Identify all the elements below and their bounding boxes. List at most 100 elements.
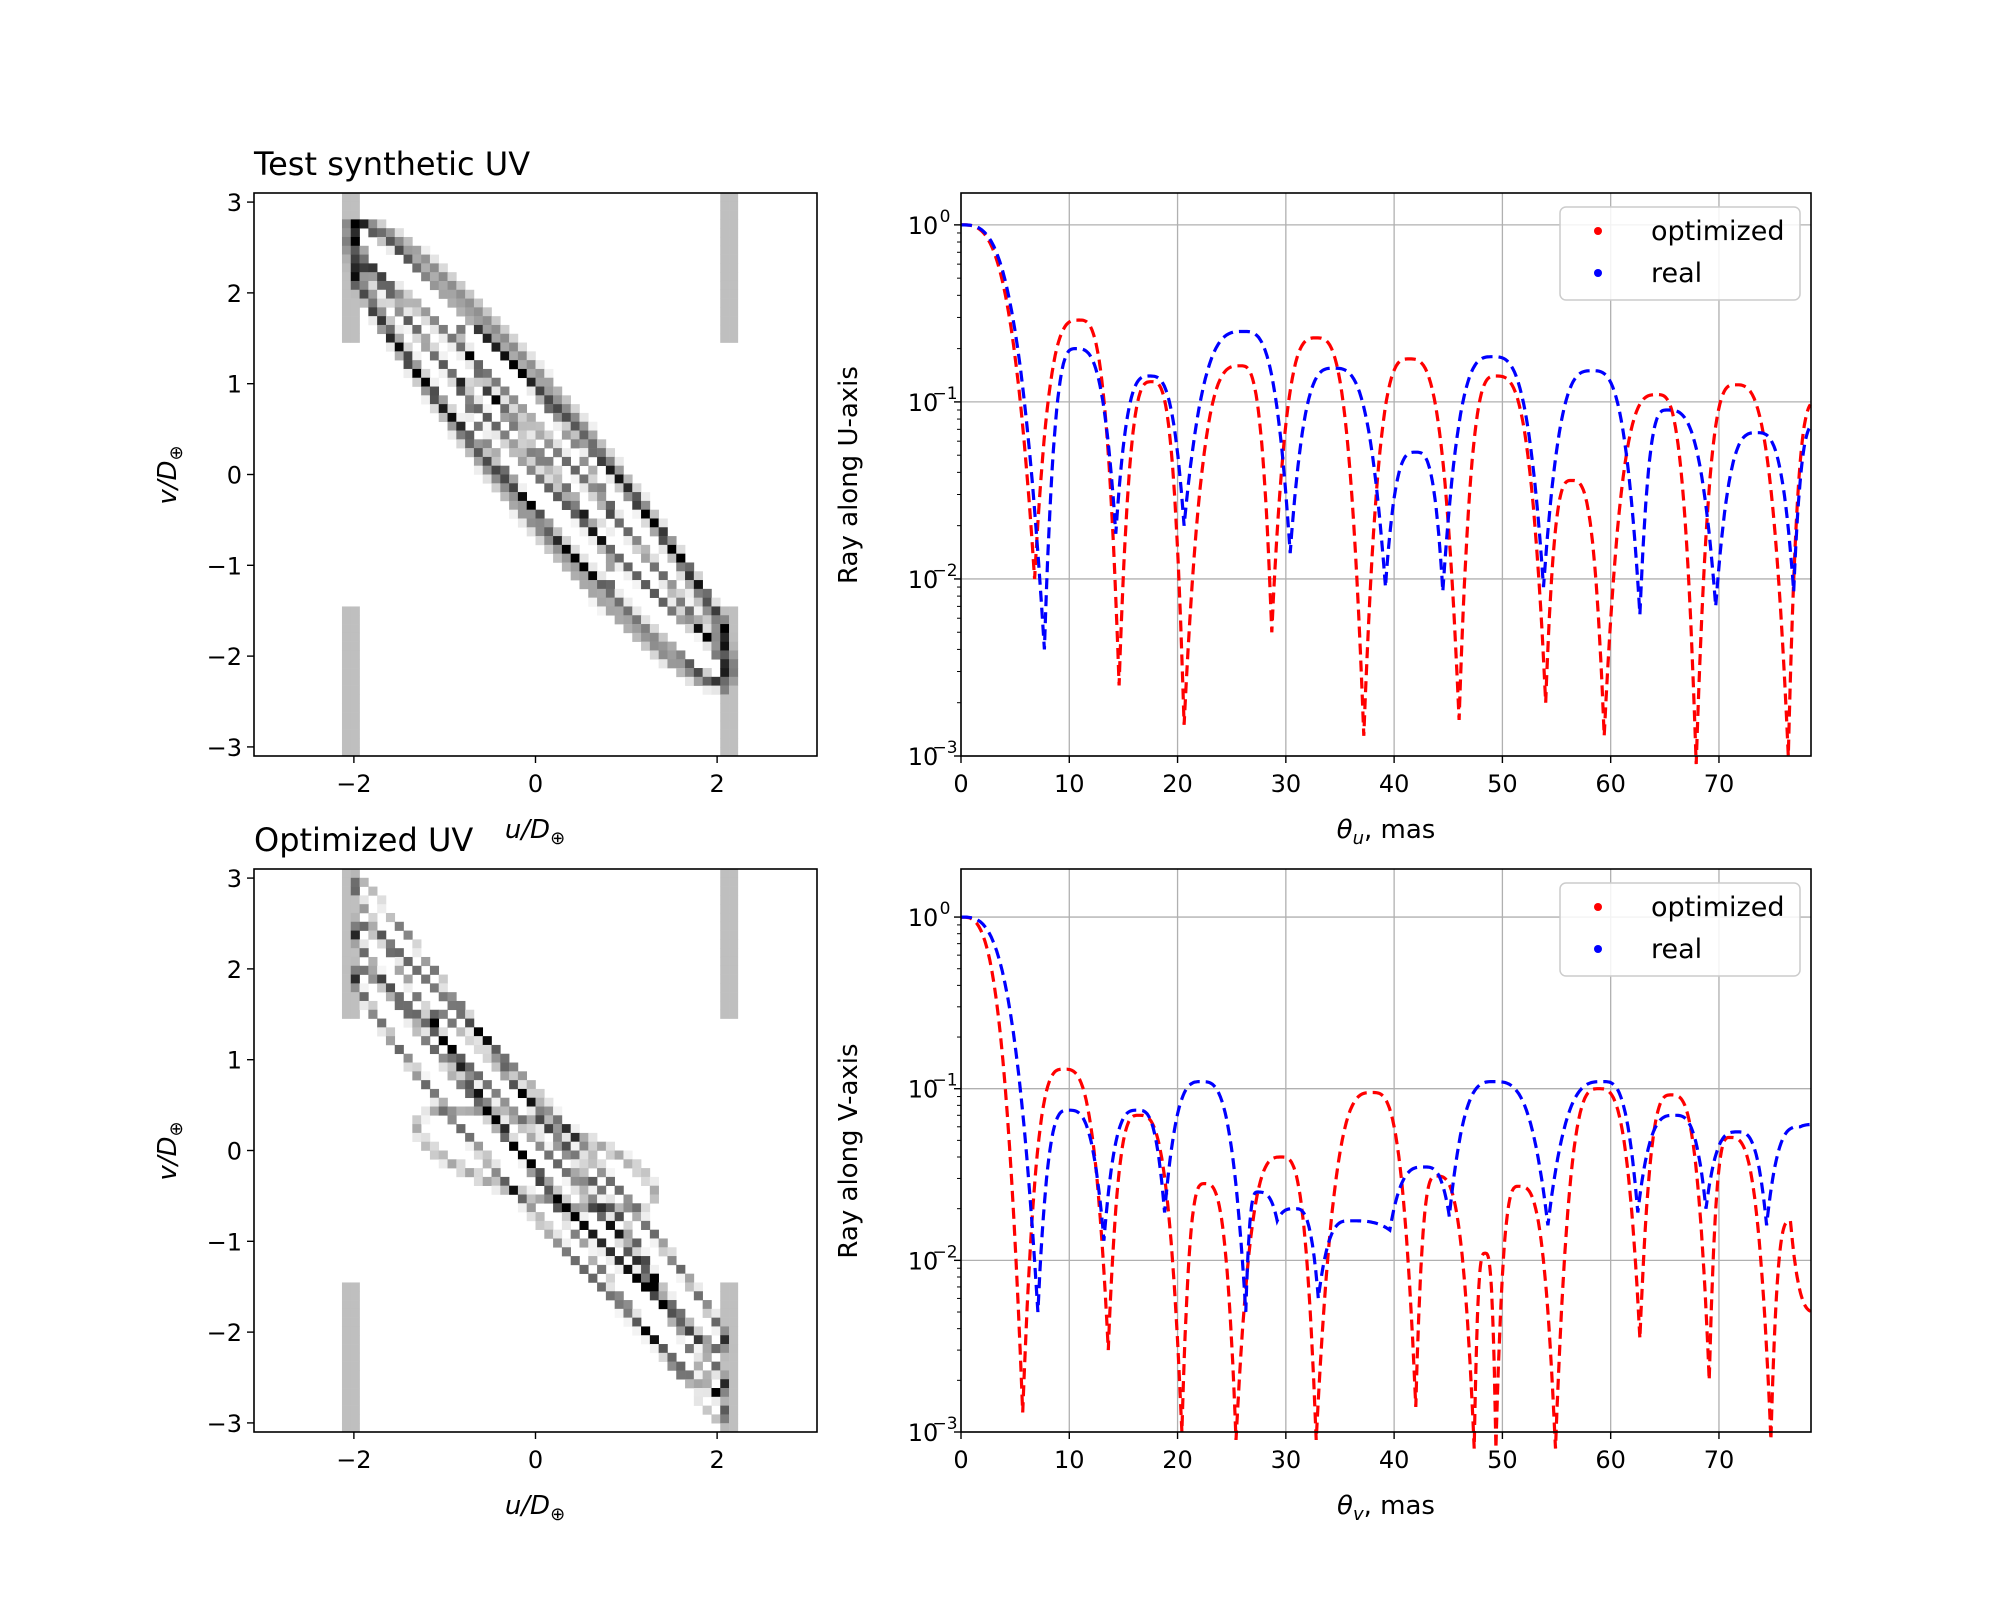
heatmap-cell [605, 1291, 615, 1301]
heatmap-cell [729, 904, 739, 914]
heatmap-cell [667, 606, 677, 616]
heatmap-cell [729, 703, 739, 713]
heatmap-cell [438, 333, 448, 343]
heatmap-cell [517, 412, 528, 423]
heatmap-cell [570, 1159, 580, 1169]
heatmap-cell [465, 448, 475, 458]
heatmap-cell [693, 624, 703, 634]
heatmap-cell [535, 1168, 545, 1178]
heatmap-cell [473, 1027, 484, 1037]
heatmap-cell [685, 615, 695, 625]
heatmap-cell [359, 1000, 369, 1011]
heatmap-cell [526, 1194, 536, 1204]
x-tick-label: 70 [1704, 1446, 1735, 1474]
heatmap-cell [720, 703, 730, 713]
heatmap-cell [500, 492, 510, 502]
heatmap-cell [623, 1264, 633, 1274]
heatmap-cell [570, 544, 580, 554]
heatmap-cell [368, 956, 378, 967]
heatmap-cell [509, 1115, 519, 1125]
heatmap-cell [429, 395, 440, 405]
heatmap-cell [535, 1115, 545, 1125]
heatmap-cell [482, 1115, 492, 1125]
heatmap-cell [685, 676, 695, 686]
heatmap-cell [447, 1018, 457, 1028]
heatmap-cell [588, 1203, 598, 1213]
heatmap-cell [526, 1124, 536, 1134]
heatmap-cell [729, 939, 739, 949]
heatmap-cell [465, 1106, 475, 1116]
heatmap-cell [641, 1282, 651, 1292]
heatmap-cell [667, 580, 677, 590]
heatmap-cell [641, 544, 651, 554]
heatmap-cell [561, 421, 571, 431]
heatmap-cell [535, 1212, 545, 1222]
heatmap-cell [632, 483, 642, 493]
x-tick-label: 40 [1379, 770, 1410, 798]
heatmap-cell [526, 1097, 536, 1107]
heatmap-cell [491, 1124, 501, 1134]
heatmap-cell [526, 465, 536, 475]
heatmap-cell [649, 624, 659, 634]
heatmap-cell [641, 1168, 651, 1178]
heatmap-cell [341, 1352, 352, 1362]
heatmap-cell [667, 597, 677, 607]
heatmap-cell [341, 1000, 352, 1011]
heatmap-cell [394, 351, 404, 361]
heatmap-cell [693, 606, 703, 616]
heatmap-cell [359, 298, 369, 308]
heatmap-cell [579, 527, 589, 537]
heatmap-cell [350, 965, 360, 975]
heatmap-cell [473, 395, 484, 405]
heatmap-cell [605, 527, 615, 537]
y-tick-label: 0 [227, 462, 242, 490]
heatmap-cell [412, 263, 422, 273]
heatmap-cell [623, 492, 633, 502]
heatmap-cell [729, 228, 739, 238]
heatmap-cell [350, 956, 360, 967]
heatmap-cell [412, 351, 422, 361]
heatmap-cell [517, 518, 528, 528]
heatmap-cell [720, 1335, 730, 1345]
legend-box [1559, 206, 1801, 301]
heatmap-cell [429, 324, 440, 335]
heatmap-cell [473, 404, 484, 414]
heatmap-cell [473, 1088, 484, 1099]
heatmap-cell [456, 412, 466, 423]
heatmap-cell [350, 289, 360, 299]
heatmap-cell [350, 606, 360, 616]
heatmap-cell [421, 956, 431, 967]
heatmap-cell [473, 1141, 484, 1151]
heatmap-cell [394, 1000, 404, 1011]
heatmap-cell [526, 518, 536, 528]
heatmap-cell [368, 219, 378, 229]
heatmap-cell [368, 316, 378, 326]
heatmap-cell [535, 360, 545, 370]
heatmap-cell [447, 1000, 457, 1011]
heatmap-cell [720, 747, 730, 757]
y-tick-label-exponent: 0 [940, 207, 951, 227]
heatmap-cell [473, 324, 484, 335]
heatmap-cell [605, 1247, 615, 1257]
heatmap-cell [623, 474, 633, 484]
heatmap-cell [535, 509, 545, 519]
heatmap-cell [729, 895, 739, 905]
heatmap-cell [385, 245, 396, 255]
heatmap-cell [632, 580, 642, 590]
heatmap-cell [447, 1106, 457, 1116]
heatmap-cell [685, 606, 695, 616]
heatmap-cell [685, 1344, 695, 1354]
heatmap-cell [368, 228, 378, 238]
heatmap-cell [623, 527, 633, 537]
heatmap-cell [482, 324, 492, 335]
heatmap-cell [597, 1194, 607, 1204]
heatmap-cell [491, 1168, 501, 1178]
heatmap-cell [553, 1159, 563, 1169]
heatmap-cell [632, 509, 642, 519]
heatmap-cell [350, 729, 360, 739]
heatmap-cell [729, 263, 739, 273]
series-curve-optimized [961, 223, 1812, 765]
heatmap-cell [693, 1396, 703, 1406]
heatmap-cell [605, 580, 615, 590]
heatmap-cell [509, 1106, 519, 1116]
